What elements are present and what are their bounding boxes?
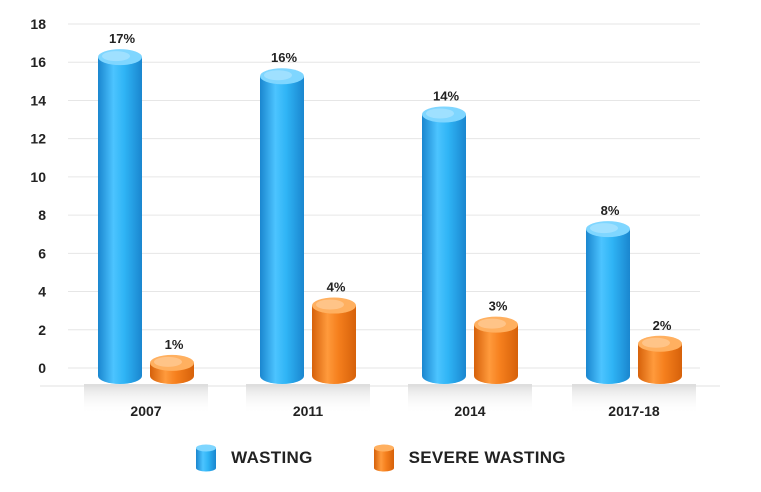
bar <box>474 316 518 384</box>
legend-item-severe-wasting: SEVERE WASTING <box>373 444 566 472</box>
bar <box>98 49 142 384</box>
bar <box>586 221 630 384</box>
x-axis: 2007 2011 2014 2017-18 <box>130 403 659 419</box>
floor-shadow <box>408 384 532 414</box>
bar-body <box>422 114 466 384</box>
bar-body <box>312 305 356 384</box>
y-tick-label: 16 <box>30 54 46 70</box>
y-tick-label: 14 <box>30 92 46 108</box>
legend: WASTING SEVERE WASTING <box>0 440 761 476</box>
legend-swatch-wasting <box>196 444 217 472</box>
bar-body <box>474 324 518 384</box>
data-label: 14% <box>433 88 459 103</box>
y-tick-label: 4 <box>38 284 46 300</box>
data-label: 16% <box>271 50 297 65</box>
y-tick-label: 18 <box>30 16 46 32</box>
bar <box>150 354 194 384</box>
bar-top <box>260 68 304 85</box>
legend-swatch-severe-wasting <box>373 444 394 472</box>
bar-top-highlight <box>316 299 344 310</box>
bar <box>312 297 356 384</box>
bar <box>422 106 466 384</box>
bar-top <box>150 354 194 371</box>
data-label: 1% <box>165 337 184 352</box>
bar-top-highlight <box>426 108 454 119</box>
bar-top <box>98 49 142 66</box>
bar-top-highlight <box>264 70 292 81</box>
floor-shadows <box>84 384 696 414</box>
bar-top <box>638 335 682 352</box>
data-label: 3% <box>489 299 508 314</box>
bar <box>260 68 304 384</box>
floor-shadow <box>84 384 208 414</box>
y-tick-label: 12 <box>30 131 46 147</box>
data-label: 17% <box>109 31 135 46</box>
bar-top-highlight <box>478 318 506 329</box>
y-tick-label: 10 <box>30 169 46 185</box>
bar <box>638 335 682 384</box>
bar-top <box>474 316 518 333</box>
legend-swatch-wasting-body <box>196 448 217 472</box>
legend-item-wasting: WASTING <box>195 444 312 472</box>
bar-body <box>98 57 142 384</box>
legend-swatch-severe-wasting-top <box>373 444 394 452</box>
y-tick-label: 0 <box>38 360 46 376</box>
y-tick-label: 8 <box>38 207 46 223</box>
x-tick-label: 2017-18 <box>608 403 660 419</box>
bar-top <box>312 297 356 314</box>
bar-top <box>422 106 466 123</box>
value-labels: 17% 16% 14% 8% 1% 4% 3% 2% <box>109 31 672 352</box>
bar-body <box>638 343 682 384</box>
x-tick-label: 2011 <box>293 403 324 419</box>
data-label: 2% <box>653 318 672 333</box>
floor-shadow <box>572 384 696 414</box>
x-tick-label: 2014 <box>454 403 485 419</box>
y-axis: 0 2 4 6 8 10 12 14 16 18 <box>30 16 46 376</box>
bar-top-highlight <box>154 356 182 367</box>
bar-top-highlight <box>642 337 670 348</box>
legend-swatch-severe-wasting-body <box>373 448 394 472</box>
bar-chart: 0 2 4 6 8 10 12 14 16 18 17% 16% 14% 8% 1% 4% 3% 2% 2007… <box>30 16 720 419</box>
legend-label-severe-wasting: SEVERE WASTING <box>408 448 566 467</box>
bars <box>98 49 682 384</box>
legend-swatch-wasting-top <box>196 444 217 452</box>
y-tick-label: 2 <box>38 322 46 338</box>
floor-shadow <box>246 384 370 414</box>
y-tick-label: 6 <box>38 245 46 261</box>
data-label: 4% <box>327 280 346 295</box>
bar-body <box>586 229 630 384</box>
bar-top-highlight <box>102 51 130 62</box>
bar-top <box>586 221 630 238</box>
legend-label-wasting: WASTING <box>231 448 313 467</box>
bar-top-highlight <box>590 223 618 234</box>
x-tick-label: 2007 <box>130 403 161 419</box>
bar-body <box>260 76 304 384</box>
data-label: 8% <box>601 203 620 218</box>
